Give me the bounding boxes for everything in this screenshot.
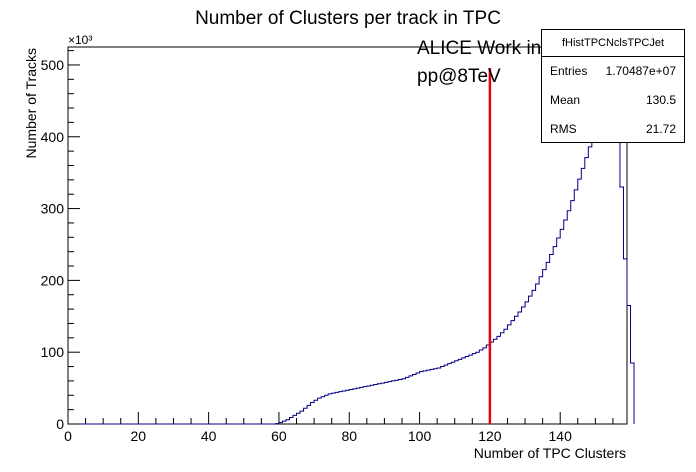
plot-frame-rect [67,46,628,425]
x-tick-label: 80 [341,428,357,444]
y-exponent-label: ×10³ [68,33,92,47]
chart-title: Number of Clusters per track in TPC [195,8,501,29]
y-tick-label: 300 [41,201,65,217]
stats-entries-label: Entries [550,64,588,78]
stats-entries-value: 1.70487e+07 [605,64,676,78]
stats-row-rms: RMS 21.72 [542,115,684,144]
stats-row-mean: Mean 130.5 [542,86,684,115]
x-tick-label: 120 [478,428,502,444]
plot-frame [67,46,628,425]
histogram-line [68,78,635,425]
stats-row-entries: Entries 1.70487e+07 [542,57,684,86]
x-tick-label: 20 [131,428,147,444]
x-tick-label: 40 [201,428,217,444]
stats-mean-value: 130.5 [645,93,676,107]
stats-box: fHistTPCNclsTPCJet Entries 1.70487e+07 M… [541,29,685,143]
x-axis-ticks: 0 20 40 60 80 100 120 140 [64,412,614,444]
stats-mean-label: Mean [550,93,581,107]
y-tick-label: 500 [41,57,65,73]
x-tick-label: 0 [64,428,72,444]
y-tick-label: 200 [41,272,65,288]
annotation-energy: pp@8TeV [417,66,501,87]
stats-rms-value: 21.72 [645,122,676,136]
y-tick-label: 0 [56,416,64,432]
x-tick-label: 140 [549,428,573,444]
y-axis-label: Number of Tracks [23,48,39,158]
y-axis-ticks: 0 100 200 300 400 500 [41,50,80,432]
x-tick-label: 60 [271,428,287,444]
x-tick-label: 100 [408,428,432,444]
x-axis-label: Number of TPC Clusters [474,445,626,461]
stats-rms-label: RMS [550,122,577,136]
y-tick-label: 400 [41,129,65,145]
y-tick-label: 100 [41,344,65,360]
stats-histogram-name: fHistTPCNclsTPCJet [542,30,684,57]
histogram-series [68,78,635,425]
